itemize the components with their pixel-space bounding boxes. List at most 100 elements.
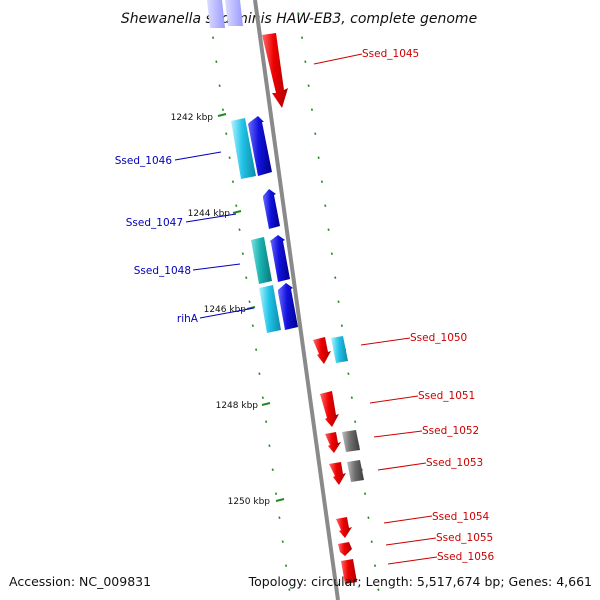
right-track-tick-13	[340, 324, 344, 328]
right-track-tick-0	[297, 12, 300, 16]
label-riha[interactable]: rihA	[177, 313, 199, 325]
right-track-tick-11	[334, 276, 337, 280]
gene-arrow-ssed-1051[interactable]	[320, 391, 339, 427]
leader-ssed-1054	[383, 515, 433, 524]
left-track-tick-15	[258, 372, 261, 376]
gene-arrow-ssed-1055[interactable]	[338, 542, 352, 556]
label-ssed-1051[interactable]: Ssed_1051	[418, 390, 475, 402]
label-ssed-1055[interactable]: Ssed_1055	[436, 532, 493, 544]
kbp-tick-1250	[275, 498, 285, 502]
left-track-tick-16	[261, 396, 265, 400]
genome-backbone	[253, 0, 340, 600]
left-track-tick-22	[281, 540, 284, 544]
leader-ssed-1056	[387, 556, 438, 565]
left-track-tick-9	[238, 228, 241, 232]
left-track-tick-21	[278, 516, 281, 520]
kbp-label-1246: 1246 kbp	[204, 305, 247, 315]
right-track-tick-15	[347, 372, 350, 376]
left-track-tick-23	[284, 564, 288, 568]
gene-rna-ssed-1048[interactable]	[251, 237, 272, 284]
kbp-label-1248: 1248 kbp	[216, 401, 259, 411]
right-track-tick-2	[304, 60, 307, 64]
right-track-tick-5	[314, 132, 317, 136]
right-track-tick-22	[370, 540, 373, 544]
leader-riha	[199, 307, 255, 319]
left-track-tick-24	[288, 588, 291, 592]
left-track-tick-2	[215, 60, 218, 64]
kbp-tick-1244	[232, 210, 242, 214]
left-track-tick-10	[241, 252, 245, 256]
right-track-tick-1	[300, 36, 304, 40]
left-track-tick-8	[235, 204, 238, 208]
leader-ssed-1052	[373, 430, 423, 438]
kbp-label-1250: 1250 kbp	[228, 497, 271, 507]
gene-arrow-riha[interactable]	[278, 283, 298, 330]
gene-arrow-ssed-1052[interactable]	[325, 432, 341, 453]
left-track-tick-7	[231, 180, 235, 184]
right-track-tick-10	[330, 252, 334, 256]
left-track-tick-11	[245, 276, 248, 280]
gene-arrow-ssed-1045[interactable]	[262, 33, 288, 108]
gene-arrow-top-fade-2[interactable]	[225, 0, 243, 26]
left-track-tick-1	[211, 36, 215, 40]
gene-arrow-ssed-1047[interactable]	[263, 189, 280, 229]
accession-text: Accession: NC_009831	[9, 574, 151, 589]
label-ssed-1045[interactable]: Ssed_1045	[362, 48, 419, 60]
label-ssed-1056[interactable]: Ssed_1056	[437, 551, 495, 563]
gene-rna-riha[interactable]	[259, 285, 281, 333]
gene-rna-ssed-1050[interactable]	[331, 336, 348, 363]
label-ssed-1048[interactable]: Ssed_1048	[134, 265, 191, 277]
leader-ssed-1047	[185, 213, 237, 223]
label-ssed-1047[interactable]: Ssed_1047	[126, 217, 183, 229]
gene-rna-ssed-1046[interactable]	[231, 118, 256, 179]
gene-arrow-ssed-1048[interactable]	[270, 235, 290, 282]
label-ssed-1052[interactable]: Ssed_1052	[422, 425, 479, 437]
right-track-tick-17	[353, 420, 357, 424]
right-track-tick-21	[367, 516, 370, 520]
label-ssed-1053[interactable]: Ssed_1053	[426, 457, 483, 469]
right-track-tick-7	[320, 180, 324, 184]
gene-features	[207, 0, 364, 584]
leader-ssed-1046	[174, 151, 222, 161]
gene-pseudo-ssed-1052[interactable]	[342, 430, 360, 452]
kbp-tick-1242	[217, 113, 227, 117]
right-track-tick-23	[373, 564, 377, 568]
gene-arrow-ssed-1053[interactable]	[329, 462, 346, 485]
left-track-tick-20	[274, 492, 278, 496]
gene-arrow-ssed-1050[interactable]	[313, 337, 331, 364]
right-tick-track	[297, 12, 380, 592]
left-track-tick-13	[251, 324, 255, 328]
gene-labels: Ssed_1045 Ssed_1046 Ssed_1047 Ssed_1048 …	[115, 48, 495, 563]
right-track-tick-6	[317, 156, 320, 160]
left-tick-track	[208, 12, 291, 592]
label-leaders	[174, 53, 438, 565]
label-ssed-1046[interactable]: Ssed_1046	[115, 155, 173, 167]
gene-pseudo-ssed-1053[interactable]	[347, 460, 364, 482]
right-track-tick-20	[363, 492, 367, 496]
label-ssed-1050[interactable]: Ssed_1050	[410, 332, 467, 344]
leader-ssed-1051	[369, 395, 419, 404]
kbp-label-1242: 1242 kbp	[171, 113, 214, 123]
right-track-tick-3	[307, 84, 310, 88]
right-track-tick-8	[324, 204, 327, 208]
left-track-tick-6	[228, 156, 231, 160]
gene-arrow-ssed-1046[interactable]	[248, 116, 272, 176]
gene-arrow-ssed-1054[interactable]	[336, 517, 352, 538]
right-track-tick-24	[377, 588, 380, 592]
gene-arrow-top-fade-1[interactable]	[207, 0, 225, 28]
leader-ssed-1045	[313, 53, 363, 65]
kbp-label-1244: 1244 kbp	[188, 209, 231, 219]
left-track-tick-18	[268, 444, 271, 448]
left-track-tick-17	[264, 420, 268, 424]
left-track-tick-5	[225, 132, 228, 136]
leader-ssed-1050	[360, 337, 411, 346]
right-track-tick-12	[337, 300, 340, 304]
left-track-tick-14	[254, 348, 258, 352]
label-ssed-1054[interactable]: Ssed_1054	[432, 511, 490, 523]
left-track-tick-3	[218, 84, 221, 88]
right-track-tick-16	[350, 396, 354, 400]
leader-ssed-1055	[385, 537, 437, 546]
leader-ssed-1053	[377, 462, 427, 471]
leader-ssed-1048	[192, 263, 241, 271]
gene-arrow-ssed-1056[interactable]	[341, 559, 357, 584]
